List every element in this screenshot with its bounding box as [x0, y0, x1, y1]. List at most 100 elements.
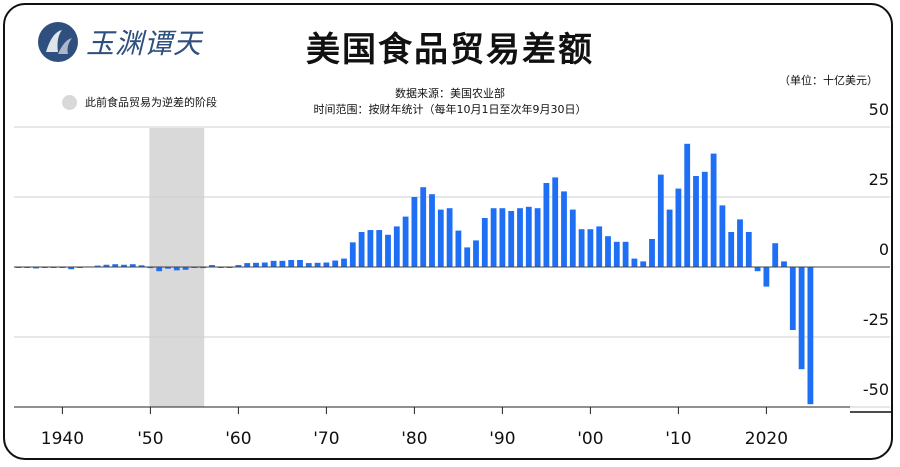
- bar-2023: [789, 267, 796, 330]
- bar-1987: [473, 240, 479, 267]
- bar-1980: [411, 197, 418, 267]
- x-tick-label: '80: [401, 429, 427, 449]
- bar-1978: [393, 226, 400, 267]
- bar-1972: [341, 258, 347, 267]
- bar-2002: [605, 236, 611, 267]
- logo-emblem-icon: [38, 22, 78, 62]
- x-tick-label: '50: [137, 429, 163, 449]
- bar-1945: [103, 264, 110, 267]
- bar-1957: [209, 265, 215, 267]
- x-tick-label: '00: [577, 429, 603, 449]
- y-tick-label: -25: [863, 310, 889, 329]
- bar-2019: [754, 267, 761, 272]
- bar-1954: [182, 267, 189, 270]
- bar-1960: [235, 265, 242, 267]
- source-note: 数据来源：美国农业部 时间范围：按财年统计（每年10月1日至次年9月30日）: [0, 86, 900, 118]
- bar-1998: [569, 209, 576, 267]
- bar-1996: [552, 177, 559, 267]
- bar-2016: [728, 232, 735, 267]
- unit-label: （单位：十亿美元）: [779, 74, 878, 87]
- bar-1961: [244, 263, 251, 267]
- bar-2025: [807, 267, 814, 405]
- brand-logo: 玉渊谭天: [38, 22, 202, 62]
- source-text: 数据来源：美国农业部: [395, 87, 505, 100]
- bar-2006: [640, 261, 647, 267]
- bar-1989: [490, 208, 497, 267]
- bar-2008: [657, 174, 664, 267]
- x-tick-label: 1940: [41, 429, 84, 449]
- bar-2020: [763, 267, 770, 287]
- bar-1947: [121, 264, 127, 267]
- bar-2013: [701, 171, 708, 267]
- bar-1982: [429, 194, 435, 267]
- bar-1956: [200, 267, 207, 269]
- bar-1993: [525, 206, 532, 267]
- bar-1967: [297, 260, 303, 267]
- bar-2014: [710, 153, 717, 267]
- bar-2010: [675, 188, 682, 267]
- bar-1964: [270, 260, 277, 267]
- x-tick-label: '10: [665, 429, 691, 449]
- bar-2022: [781, 261, 787, 267]
- bar-1995: [543, 183, 550, 267]
- y-tick-label: 50: [869, 100, 889, 119]
- bar-2021: [772, 243, 779, 267]
- bar-1984: [446, 208, 453, 267]
- bar-1969: [314, 262, 321, 267]
- bar-2007: [649, 239, 655, 267]
- page-title: 美国食品贸易差额: [306, 30, 594, 70]
- bar-1937: [33, 267, 39, 269]
- bar-1944: [94, 265, 101, 267]
- bar-2011: [684, 143, 691, 267]
- bar-2009: [666, 209, 673, 267]
- bar-1941: [68, 267, 75, 270]
- bar-1981: [420, 187, 427, 267]
- bar-1952: [165, 267, 171, 269]
- legend-label: 此前食品贸易为逆差的阶段: [85, 96, 217, 109]
- bar-1966: [288, 260, 295, 267]
- bar-1977: [385, 234, 391, 267]
- bar-2005: [631, 258, 638, 267]
- bar-1965: [279, 260, 286, 267]
- y-tick-label: 0: [879, 240, 889, 259]
- bar-1971: [332, 260, 339, 267]
- logo-text: 玉渊谭天: [86, 27, 203, 60]
- bar-1976: [376, 230, 383, 267]
- bar-1990: [499, 208, 506, 267]
- legend: 此前食品贸易为逆差的阶段: [62, 94, 217, 110]
- bar-1992: [517, 208, 523, 267]
- bar-1983: [437, 209, 444, 267]
- bar-2012: [693, 176, 699, 267]
- bar-1970: [323, 262, 330, 267]
- bar-1988: [481, 218, 488, 267]
- x-tick-label: '90: [489, 429, 515, 449]
- bar-2024: [798, 267, 805, 370]
- bar-1974: [358, 232, 365, 267]
- bar-1950: [147, 267, 154, 269]
- bar-2017: [737, 219, 743, 267]
- bar-1979: [402, 216, 409, 267]
- bar-1953: [173, 267, 180, 271]
- y-tick-label: 25: [869, 170, 889, 189]
- bar-1999: [578, 229, 585, 267]
- legend-swatch: [62, 94, 77, 110]
- bar-1986: [464, 247, 471, 267]
- bar-2015: [719, 205, 726, 267]
- bar-1946: [112, 264, 119, 267]
- bar-2004: [622, 241, 629, 267]
- x-tick-label: '60: [225, 429, 251, 449]
- bar-1968: [305, 263, 312, 267]
- bar-1997: [561, 191, 567, 267]
- bar-2000: [587, 229, 594, 267]
- bar-1975: [367, 230, 374, 267]
- bar-1962: [253, 262, 259, 267]
- bar-2018: [745, 232, 752, 267]
- bar-2003: [613, 241, 620, 267]
- bar-1948: [129, 264, 136, 267]
- x-tick-label: '70: [313, 429, 339, 449]
- bar-1985: [455, 230, 462, 267]
- y-tick-label: -50: [863, 380, 889, 399]
- bar-2001: [596, 226, 603, 267]
- bar-1963: [261, 262, 268, 267]
